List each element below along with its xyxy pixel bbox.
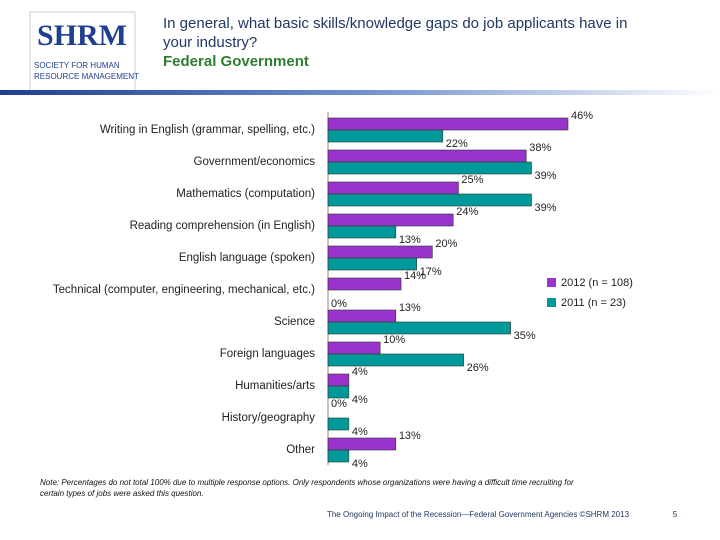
- value-label: 25%: [461, 174, 483, 186]
- bar: [327, 149, 527, 163]
- category-label: English language (spoken): [179, 252, 315, 264]
- category-label: Other: [286, 444, 315, 456]
- category-label: Mathematics (computation): [176, 188, 315, 200]
- category-label: Government/economics: [194, 156, 316, 168]
- value-label: 4%: [352, 394, 368, 406]
- category-label: Reading comprehension (in English): [130, 220, 316, 232]
- value-label: 22%: [446, 138, 468, 150]
- value-label: 26%: [467, 362, 489, 374]
- bar: [327, 257, 417, 271]
- value-label: 0%: [331, 298, 347, 310]
- value-label: 13%: [399, 234, 421, 246]
- bar: [327, 449, 350, 463]
- value-label: 38%: [529, 142, 551, 154]
- title: your industry?: [163, 34, 257, 51]
- legend-swatch: [547, 298, 556, 307]
- value-label: 10%: [383, 334, 405, 346]
- note: certain types of jobs were asked this qu…: [40, 489, 204, 498]
- logo-tagline: SOCIETY FOR HUMAN: [34, 61, 120, 70]
- category-label: History/geography: [222, 412, 316, 424]
- legend-swatch: [547, 278, 556, 287]
- bar: [327, 225, 397, 239]
- footer: The Ongoing Impact of the Recession—Fede…: [327, 510, 630, 519]
- bar: [327, 309, 397, 323]
- category-label: Humanities/arts: [235, 380, 315, 392]
- logo-tagline: RESOURCE MANAGEMENT: [34, 72, 139, 81]
- logo-name: SHRM: [37, 19, 127, 52]
- logo-box: [29, 11, 136, 93]
- category-label: Technical (computer, engineering, mechan…: [53, 284, 315, 296]
- bar: [327, 129, 444, 143]
- value-label: 20%: [435, 238, 457, 250]
- bar: [327, 193, 532, 207]
- bar: [327, 117, 569, 131]
- bar: [327, 161, 532, 175]
- value-label: 13%: [399, 302, 421, 314]
- legend-label: 2012 (n = 108): [561, 277, 633, 289]
- bar: [327, 373, 350, 387]
- value-label: 14%: [404, 270, 426, 282]
- bar: [327, 245, 433, 259]
- bar: [327, 321, 511, 335]
- subtitle: Federal Government: [163, 53, 309, 70]
- bar: [327, 385, 350, 399]
- bar: [327, 353, 464, 367]
- value-label: 17%: [420, 266, 442, 278]
- value-label: 0%: [331, 398, 347, 410]
- category-label: Science: [274, 316, 315, 328]
- note: Note: Percentages do not total 100% due …: [40, 478, 574, 487]
- bar: [327, 213, 454, 227]
- bar: [327, 341, 381, 355]
- title: In general, what basic skills/knowledge …: [163, 15, 627, 32]
- value-label: 39%: [534, 202, 556, 214]
- value-label: 4%: [352, 366, 368, 378]
- value-label: 4%: [352, 458, 368, 470]
- category-label: Foreign languages: [220, 348, 316, 360]
- legend-label: 2011 (n = 23): [561, 297, 626, 309]
- bar: [327, 277, 402, 291]
- value-label: 46%: [571, 110, 593, 122]
- category-label: Writing in English (grammar, spelling, e…: [100, 124, 315, 136]
- value-label: 13%: [399, 430, 421, 442]
- bar: [327, 181, 459, 195]
- value-label: 24%: [456, 206, 478, 218]
- value-label: 39%: [534, 170, 556, 182]
- value-label: 4%: [352, 426, 368, 438]
- page-number: 5: [673, 510, 678, 519]
- value-label: 35%: [514, 330, 536, 342]
- bar: [327, 417, 350, 431]
- header-band: [0, 90, 720, 95]
- bar: [327, 437, 397, 451]
